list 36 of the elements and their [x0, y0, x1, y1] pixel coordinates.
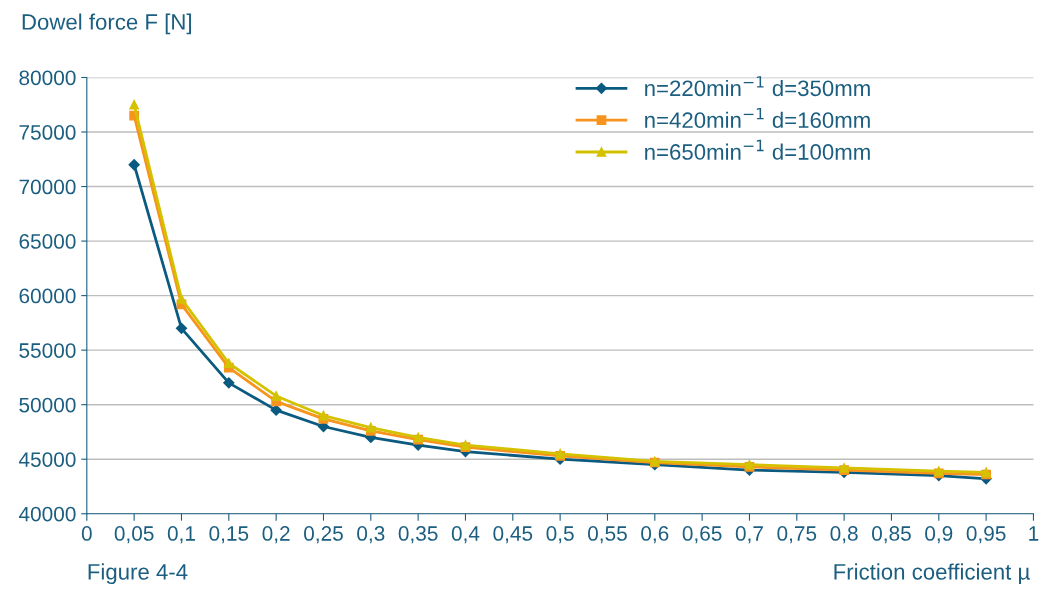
x-tick-label: 0,3	[357, 526, 385, 544]
x-tick-label: 0,65	[682, 526, 722, 544]
y-tick-label: 55000	[19, 343, 76, 358]
x-tick-label: 0,8	[830, 526, 858, 544]
x-tick-label: 0,25	[304, 526, 343, 544]
x-tick-label: 0,1	[167, 526, 195, 544]
y-tick-label: 40000	[18, 506, 76, 522]
x-tick-label: 1	[1029, 526, 1039, 541]
x-tick-label: 0,35	[398, 526, 438, 544]
x-tick-label: 0,4	[451, 526, 480, 544]
x-tick-label: 0,15	[209, 526, 249, 544]
x-tick-label: 0,75	[777, 526, 817, 544]
y-axis-title: Dowel force F [N]	[22, 13, 191, 35]
x-tick-label: 0,85	[872, 526, 911, 544]
legend-label: n=650min$^{−1}$ d=100mm	[645, 139, 870, 160]
x-tick-label: 0	[81, 526, 92, 541]
x-tick-label: 0,55	[588, 526, 627, 544]
x-tick-label: 0,9	[925, 526, 953, 544]
x-tick-label: 0,45	[493, 526, 533, 544]
y-tick-label: 80000	[19, 70, 76, 86]
y-tick-label: 50000	[19, 397, 76, 413]
y-tick-label: 60000	[19, 288, 76, 304]
legend-label: n=420min$^{−1}$ d=160mm	[645, 107, 870, 129]
x-tick-label: 0,95	[966, 526, 1006, 544]
caption: Figure 4-4	[88, 563, 188, 585]
y-tick-label: 75000	[19, 125, 76, 140]
legend-label: n=220min$^{−1}$ d=350mm	[645, 76, 870, 97]
y-tick-label: 70000	[19, 179, 76, 195]
x-tick-label: 0,05	[114, 526, 154, 544]
y-tick-label: 65000	[19, 234, 76, 249]
x-tick-label: 0,2	[262, 526, 290, 544]
x-tick-label: 0,5	[546, 526, 574, 544]
y-tick-label: 45000	[18, 452, 76, 467]
x-tick-label: 0,7	[735, 526, 763, 544]
x-tick-label: 0,6	[641, 526, 669, 544]
x-axis-title: Friction coefficient µ	[834, 563, 1030, 585]
